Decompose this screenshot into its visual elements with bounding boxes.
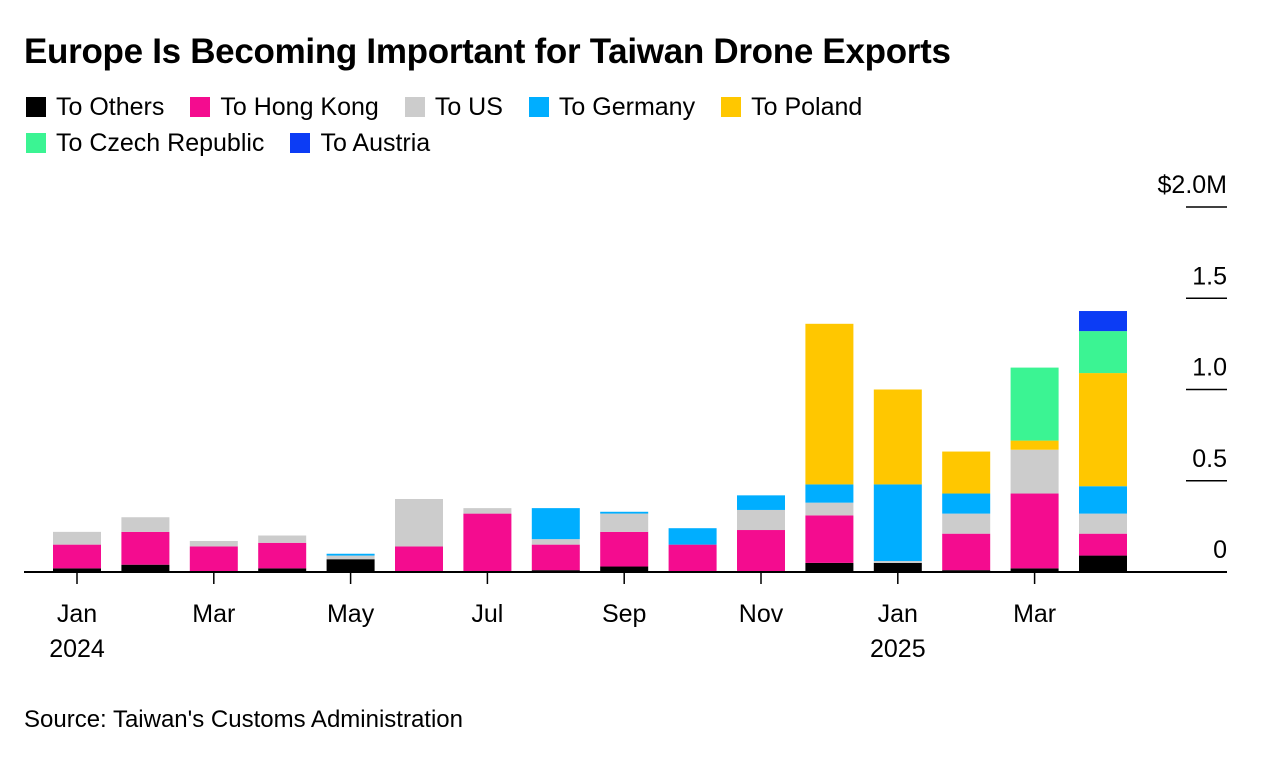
bar-segment <box>121 531 170 565</box>
legend-swatch <box>721 97 742 117</box>
bar-segment <box>805 562 854 572</box>
legend-label: To US <box>434 92 503 121</box>
legend-swatch <box>190 97 211 117</box>
bar-segment <box>873 484 922 562</box>
bar-segment <box>53 544 101 569</box>
stacked-bar-chart: $2.0M 1.5 1.0 0.5 0 Jan 2024 Mar May Jul Sep Nov Jan… <box>24 171 1227 663</box>
legend-item: To Austria <box>290 128 430 158</box>
bar-segment <box>600 513 649 532</box>
x-tick-label: Sep <box>602 600 646 628</box>
legend-label: To Others <box>56 92 165 121</box>
legend-swatch <box>26 97 46 117</box>
bar-segment <box>395 499 443 547</box>
bar-segment <box>1010 568 1059 572</box>
bar-segment <box>805 484 854 503</box>
legend-swatch <box>290 133 311 153</box>
legend-label: To Czech Republic <box>56 128 265 157</box>
legend-swatch <box>528 97 549 117</box>
bar-segment <box>600 511 649 514</box>
bar-segment <box>668 528 717 545</box>
bar-segment <box>805 323 854 485</box>
y-tick-label: $2.0M <box>1158 171 1227 199</box>
y-tick-label: 0 <box>1213 536 1227 564</box>
bar-segment <box>942 493 991 514</box>
bar-segment <box>326 553 375 556</box>
bar-segment <box>531 508 580 540</box>
y-tick-label: 1.0 <box>1192 354 1227 382</box>
bar-segment <box>600 566 649 572</box>
bar-segment <box>1010 440 1059 450</box>
bar-segment <box>1010 367 1059 441</box>
bar-segment <box>737 530 785 572</box>
bar-segment <box>873 561 922 563</box>
x-tick-label: Jan <box>878 600 918 628</box>
legend-item: To US <box>404 92 503 122</box>
bar-segment <box>600 531 649 567</box>
legend-label: To Germany <box>558 92 696 121</box>
bar-segment <box>395 546 443 572</box>
bar-segment <box>668 544 717 572</box>
bar-segment <box>53 531 101 545</box>
x-tick-label: Jul <box>471 600 503 628</box>
x-tick-year-label: 2024 <box>49 635 105 663</box>
bar-segment <box>53 568 101 572</box>
legend-item: To Germany <box>528 92 696 122</box>
bar-segment <box>1079 331 1127 374</box>
bar-segment <box>258 535 307 543</box>
legend-label: To Poland <box>751 92 863 121</box>
bar-segment <box>189 546 238 572</box>
x-tick-label: Nov <box>739 600 784 628</box>
bar-segment <box>189 540 238 547</box>
bar-segment <box>531 544 580 571</box>
x-tick-label: Mar <box>1013 600 1056 628</box>
bar-segment <box>121 564 170 572</box>
legend-item: To Poland <box>721 92 862 122</box>
bar-segment <box>121 517 170 532</box>
y-tick-label: 1.5 <box>1192 262 1227 290</box>
bar-segment <box>1010 449 1059 494</box>
x-tick-label: Jan <box>57 600 97 628</box>
bar-segment <box>1079 311 1127 332</box>
bar-segment <box>1079 486 1127 514</box>
bar-segment <box>873 562 922 572</box>
bar-segment <box>1079 373 1127 487</box>
x-tick-label: May <box>327 600 375 628</box>
chart-title: Europe Is Becoming Important for Taiwan … <box>24 32 951 71</box>
bar-segment <box>942 451 991 494</box>
legend-item: To Hong Kong <box>190 92 379 122</box>
bar-segment <box>805 502 854 516</box>
y-tick-label: 0.5 <box>1192 445 1227 473</box>
bar-segment <box>463 508 512 514</box>
bar-segment <box>258 568 307 572</box>
bar-segment <box>737 509 785 531</box>
chart-legend: To Others To Hong Kong To US To Germany To P… <box>26 92 1026 158</box>
bar-segment <box>326 559 375 572</box>
x-tick-label: Mar <box>192 600 235 628</box>
bar-segment <box>737 495 785 510</box>
bar-segment <box>531 539 580 545</box>
legend-item: To Others <box>26 92 164 122</box>
legend-swatch <box>26 133 46 153</box>
bar-segment <box>463 513 512 572</box>
bar-segment <box>1079 533 1127 556</box>
bar-segment <box>873 389 922 485</box>
bar-segment <box>1010 493 1059 569</box>
bar-segment <box>1079 513 1127 534</box>
legend-item: To Czech Republic <box>26 128 264 158</box>
bar-segment <box>942 513 991 534</box>
bar-segment <box>805 515 854 563</box>
bar-segment <box>1079 555 1127 572</box>
x-tick-year-label: 2025 <box>870 635 926 663</box>
bar-segment <box>326 555 375 560</box>
source-note: Source: Taiwan's Customs Administration <box>24 706 463 733</box>
legend-label: To Austria <box>320 128 431 157</box>
legend-label: To Hong Kong <box>220 92 379 121</box>
legend-swatch <box>404 97 425 117</box>
bar-segment <box>258 542 307 569</box>
bar-segment <box>942 533 991 571</box>
